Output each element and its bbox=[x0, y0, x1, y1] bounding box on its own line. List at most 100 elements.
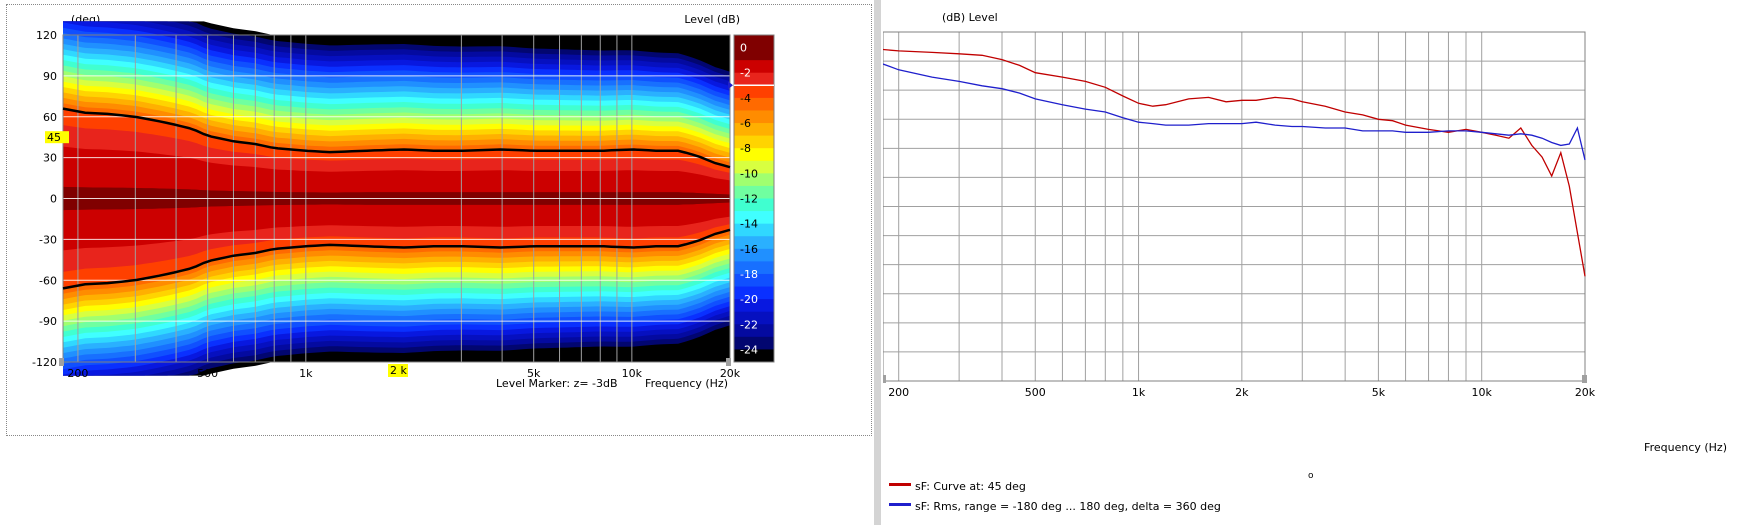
colorbar-segment bbox=[734, 324, 774, 338]
colorbar-segment bbox=[734, 211, 774, 225]
colorbar-segment bbox=[734, 110, 774, 124]
directivity-map-chart: (deg) Level (dB) 1209060300-30-60-90-120… bbox=[32, 13, 775, 390]
colorbar-marker-arrow[interactable] bbox=[728, 81, 733, 90]
axis-handle[interactable] bbox=[59, 358, 64, 366]
colorbar-segment bbox=[734, 97, 774, 111]
x-axis-ticks: 200 500 1k 2k 5k 10k 20k bbox=[888, 386, 1596, 399]
y-tick-label: -30 bbox=[39, 233, 57, 246]
x-marker-badge[interactable]: 2 k bbox=[390, 364, 407, 377]
beamwidth-contour bbox=[62, 107, 731, 290]
colorbar-segment bbox=[734, 336, 774, 350]
beamwidth-line-lower bbox=[62, 228, 731, 290]
colorbar-label: -6 bbox=[740, 117, 751, 130]
plot-frame bbox=[882, 31, 1586, 382]
colorbar-label: -14 bbox=[740, 218, 758, 231]
heatmap-frame bbox=[62, 34, 731, 363]
y-axis-unit-label: (dB) Level bbox=[942, 11, 998, 24]
y-axis-ticks: 120 90 60 30 0 -30 -60 -90 -120 bbox=[32, 29, 57, 369]
colorbar: 0 -2 -4 -6 -8 -10 -12 -14 -16 -18 -20 -22 -24 bbox=[728, 34, 775, 363]
x-tick-label: 1k bbox=[1132, 386, 1146, 399]
y-tick-label: 60 bbox=[43, 111, 57, 124]
y-marker-badge-bg[interactable] bbox=[45, 131, 69, 144]
y-tick-label: 30 bbox=[43, 152, 57, 165]
x-tick-label: 20k bbox=[720, 367, 741, 380]
panel-splitter[interactable] bbox=[874, 0, 881, 525]
plot-grid bbox=[882, 31, 1586, 382]
axis-handles[interactable] bbox=[59, 358, 731, 366]
series-curve-45 bbox=[882, 48, 1586, 277]
degree-mark: o bbox=[1308, 471, 1314, 481]
colorbar-label: -22 bbox=[740, 318, 758, 331]
y-tick-label: -120 bbox=[32, 356, 57, 369]
colorbar-segment bbox=[734, 135, 774, 149]
axis-handle[interactable] bbox=[726, 358, 731, 366]
colorbar-segment bbox=[734, 185, 774, 199]
x-tick-label: 1k bbox=[299, 367, 313, 380]
colorbar-label: -10 bbox=[740, 167, 758, 180]
x-axis-label: Frequency (Hz) bbox=[1644, 441, 1727, 454]
colorbar-segment bbox=[734, 160, 774, 174]
colorbar-segment bbox=[734, 349, 774, 363]
colorbar-label: -18 bbox=[740, 268, 758, 281]
colorbar-label: -2 bbox=[740, 67, 751, 80]
colorbar-unit-label: Level (dB) bbox=[684, 13, 740, 26]
colorbar-segment bbox=[734, 173, 774, 187]
colorbar-segment bbox=[734, 286, 774, 300]
x-tick-label: 2k bbox=[1235, 386, 1249, 399]
series-lines bbox=[882, 48, 1586, 277]
axis-handle[interactable] bbox=[881, 375, 886, 383]
y-marker-badge[interactable]: 45 bbox=[47, 131, 61, 144]
colorbar-segment bbox=[734, 311, 774, 325]
colorbar-segment bbox=[734, 273, 774, 288]
colorbar-label: -4 bbox=[740, 92, 751, 105]
series-rms bbox=[882, 63, 1586, 161]
x-axis-label: Frequency (Hz) bbox=[645, 377, 728, 390]
colorbar-segment bbox=[734, 248, 774, 262]
colorbar-segment bbox=[734, 35, 774, 49]
x-tick-label: 200 bbox=[67, 367, 88, 380]
heatmap-grid bbox=[62, 34, 731, 363]
legend-item[interactable]: sF: Curve at: 45 deg bbox=[889, 480, 1026, 493]
legend-label-rms: sF: Rms, range = -180 deg ... 180 deg, d… bbox=[915, 500, 1221, 513]
colorbar-label: -12 bbox=[740, 193, 758, 206]
colorbar-segment bbox=[734, 123, 774, 137]
x-tick-label: 5k bbox=[1372, 386, 1386, 399]
x-tick-label: 500 bbox=[197, 367, 218, 380]
y-tick-label: 0 bbox=[50, 193, 57, 206]
axis-handle[interactable] bbox=[1582, 375, 1587, 383]
colorbar-frame bbox=[733, 34, 775, 363]
colorbar-label: -16 bbox=[740, 243, 758, 256]
colorbar-segment bbox=[734, 47, 774, 61]
axis-handles[interactable] bbox=[881, 375, 1587, 383]
y-tick-label: 90 bbox=[43, 70, 57, 83]
x-tick-label: 10k bbox=[622, 367, 643, 380]
colorbar-segment bbox=[734, 198, 774, 212]
colorbar-label: -8 bbox=[740, 142, 751, 155]
beamwidth-line-upper bbox=[62, 107, 731, 169]
colorbar-label: -20 bbox=[740, 293, 758, 306]
level-marker-label: Level Marker: z= -3dB bbox=[496, 377, 618, 390]
directivity-panel: (deg) Level (dB) 120 90 60 30 0 -30 -60 -90 -120… bbox=[6, 4, 872, 436]
legend-swatch-rms bbox=[889, 503, 911, 506]
y-tick-label: -60 bbox=[39, 274, 57, 287]
x-tick-label: 200 bbox=[888, 386, 909, 399]
colorbar-label: 0 bbox=[740, 42, 747, 55]
legend-swatch-curve-45 bbox=[889, 483, 911, 486]
x-tick-label: 5k bbox=[527, 367, 541, 380]
colorbar-label: -24 bbox=[740, 343, 758, 356]
y-tick-label: -90 bbox=[39, 315, 57, 328]
response-panel: (dB) Level 0-2-4-6-8-10-12-14-16-18-20-2… bbox=[859, 0, 1740, 525]
y-tick-label: 120 bbox=[36, 29, 57, 42]
legend: sF: Curve at: 45 deg sF: Rms, range = -1… bbox=[889, 480, 1221, 513]
x-tick-label: 20k bbox=[1575, 386, 1596, 399]
colorbar-segment bbox=[734, 72, 774, 86]
legend-label-curve-45: sF: Curve at: 45 deg bbox=[915, 480, 1026, 493]
frequency-response-chart: (dB) Level 0-2-4-6-8-10-12-14-16-18-20-2… bbox=[859, 11, 1727, 513]
x-axis-ticks: 200 500 1k 5k 10k 20k bbox=[67, 367, 740, 380]
colorbar-segment bbox=[734, 236, 774, 250]
colorbar-segment bbox=[734, 299, 774, 313]
legend-item[interactable]: sF: Rms, range = -180 deg ... 180 deg, d… bbox=[889, 500, 1221, 513]
x-tick-label: 500 bbox=[1025, 386, 1046, 399]
x-marker-badge-bg[interactable] bbox=[388, 364, 408, 377]
colorbar-segment bbox=[734, 85, 774, 99]
